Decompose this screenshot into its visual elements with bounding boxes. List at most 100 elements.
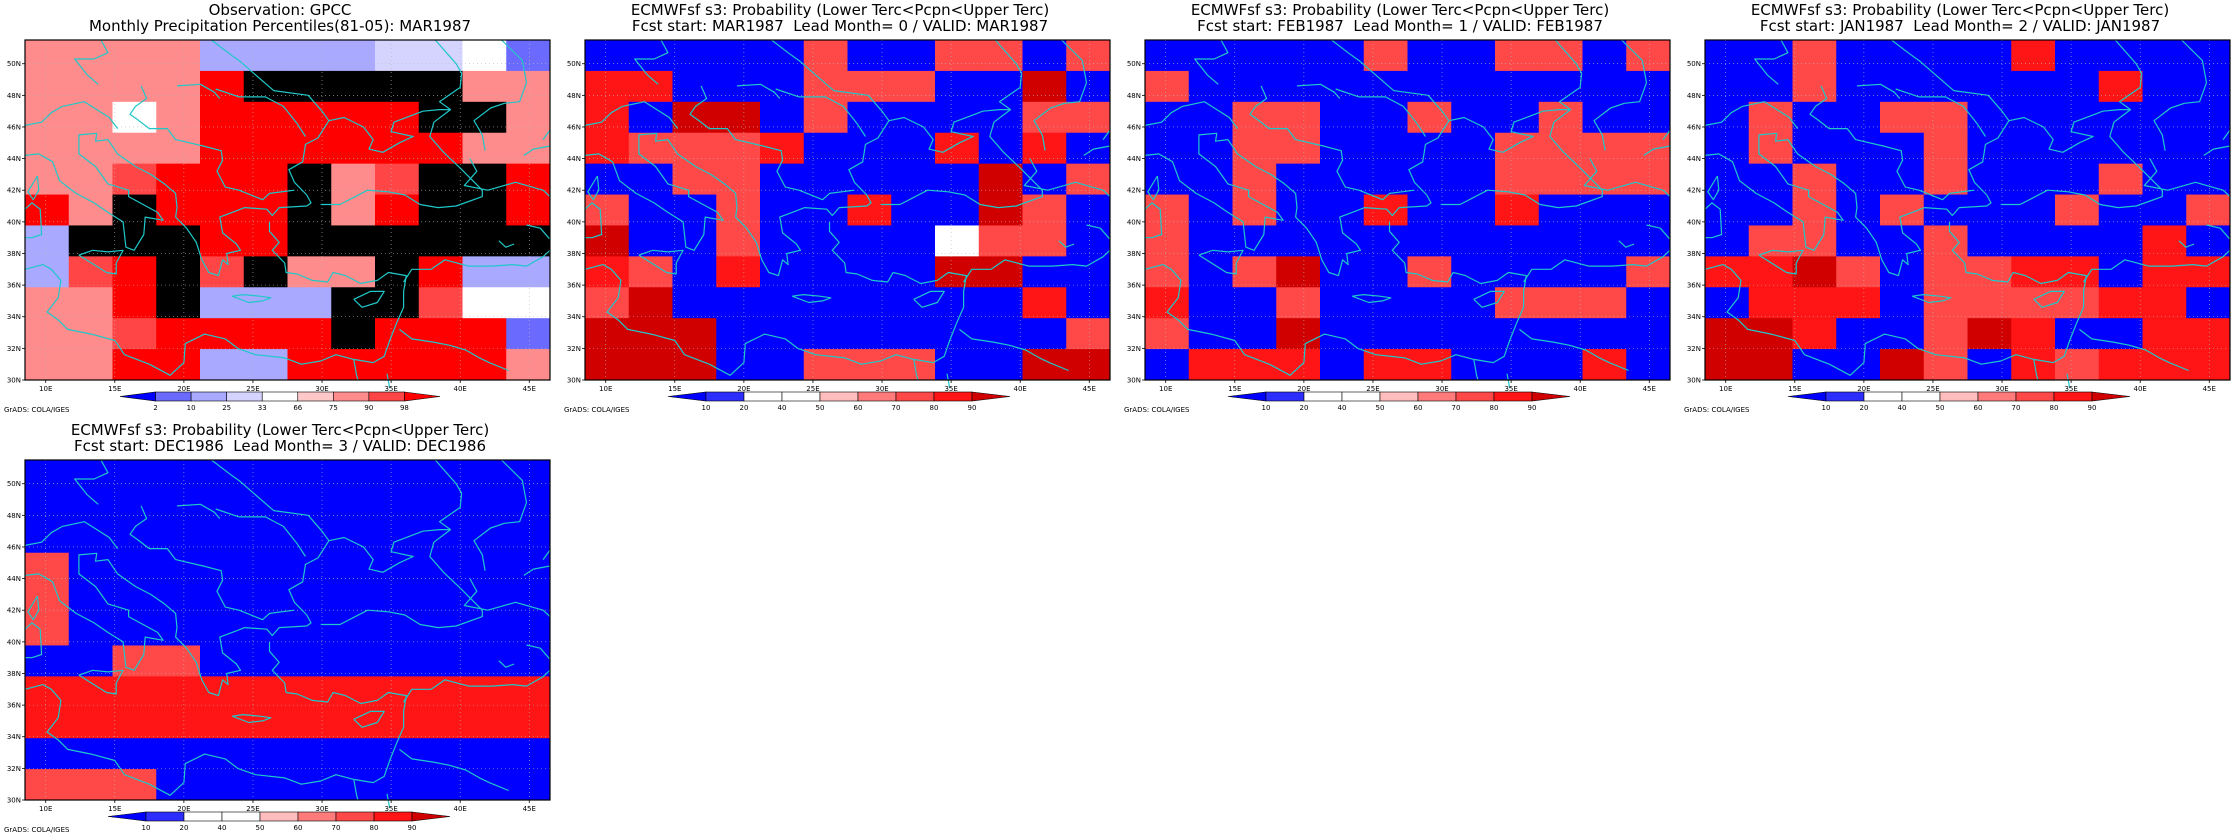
grid-cell — [1276, 256, 1321, 288]
coastline — [959, 328, 1069, 372]
grid-cell — [1407, 101, 1452, 134]
coastline — [463, 578, 551, 618]
lon-tick-label: 35E — [384, 385, 397, 393]
lat-tick-label: 30N — [1687, 377, 1701, 385]
grid-cell — [1967, 287, 2012, 319]
coastline — [211, 39, 330, 122]
grid-cell — [156, 738, 201, 770]
grid-cell — [1320, 318, 1365, 350]
grid-cell — [1880, 40, 1925, 72]
grid-cell — [1276, 225, 1321, 257]
grid-cell — [375, 225, 420, 257]
grid-cell — [506, 614, 551, 646]
coastline — [498, 240, 515, 248]
grid-cell — [1748, 101, 1793, 134]
coastline — [1643, 145, 1671, 156]
color-bar-segment — [183, 811, 223, 822]
grid-cell — [418, 287, 463, 319]
grid-cell — [716, 132, 761, 165]
color-bar-label: 80 — [370, 824, 379, 832]
grid-cell — [2142, 40, 2187, 72]
coastline — [2178, 240, 2195, 248]
coastline — [353, 290, 385, 308]
coastline — [1891, 39, 2010, 122]
grid-cell — [1626, 287, 1671, 319]
coastline — [2153, 39, 2208, 151]
grid-cell — [585, 194, 630, 226]
grid-cell — [68, 349, 113, 381]
grid-cell — [68, 460, 113, 492]
grid-cell — [1066, 256, 1111, 288]
color-bar-segment — [933, 391, 973, 402]
grid-cell — [2098, 70, 2143, 103]
color-bar-label: 50 — [816, 404, 825, 412]
coastline — [386, 373, 391, 389]
color-bar-label: 75 — [329, 404, 338, 412]
grid-cell — [1188, 101, 1233, 134]
coastline — [584, 221, 967, 376]
grid-cell — [243, 256, 288, 288]
grid-cell — [672, 132, 717, 165]
grid-cell — [243, 769, 288, 801]
grid-cell — [243, 318, 288, 350]
coastline — [498, 660, 515, 668]
panel-forecast-lead-1: ECMWFsf s3: Probability (Lower Terc<Pcpn… — [1120, 0, 1680, 420]
grid-cell — [935, 163, 980, 195]
precip-map: 10E 15E 20E 25E 30E 35E 40E 45E 30N 32N 34N 36N 38N 4… — [567, 39, 1111, 412]
grid-cell — [2055, 287, 2100, 319]
grid-cell — [935, 70, 980, 103]
grid-cell — [156, 676, 201, 708]
grid-cell — [418, 583, 463, 615]
coastline — [913, 290, 945, 308]
grid-cell — [1145, 40, 1190, 72]
grid-cell — [287, 132, 332, 165]
grid-cell — [2186, 287, 2231, 319]
precip-map: 10E 15E 20E 25E 30E 35E 40E 45E 30N 32N 34N 36N 38N 4… — [7, 459, 551, 832]
grid-cell — [1923, 132, 1968, 165]
coastline — [2143, 158, 2231, 198]
grid-cell — [68, 70, 113, 103]
lat-tick-label: 40N — [7, 218, 21, 226]
lon-tick-label: 30E — [315, 385, 328, 393]
grid-cell — [1836, 287, 1881, 319]
grid-cell — [1188, 70, 1233, 103]
lat-tick-label: 36N — [7, 282, 21, 290]
color-bar-label: 90 — [968, 404, 977, 412]
grid-cell — [331, 256, 376, 288]
lat-tick-label: 42N — [7, 187, 21, 195]
grid-cell — [1363, 318, 1408, 350]
grid-cell — [418, 676, 463, 708]
grid-cell — [68, 583, 113, 615]
grid-cell — [847, 101, 892, 134]
color-bar-label: 60 — [854, 404, 863, 412]
precip-map: 10E 15E 20E 25E 30E 35E 40E 45E 30N 32N 34N 36N 38N 4… — [1127, 39, 1671, 412]
color-bar-arrow-high — [971, 391, 1011, 402]
coastline — [62, 521, 119, 549]
grid-cell — [375, 583, 420, 615]
grid-cell — [1276, 318, 1321, 350]
lon-tick-label: 30E — [1435, 385, 1448, 393]
coastline — [1473, 359, 1479, 381]
grid-cell — [156, 521, 201, 554]
coastline — [1704, 221, 2087, 376]
coastline — [1144, 202, 1163, 239]
grid-cell — [1923, 318, 1968, 350]
color-bar-label: 90 — [1528, 404, 1537, 412]
grid-cell — [628, 349, 673, 381]
grid-cell — [1407, 225, 1452, 257]
grid-cell — [506, 256, 551, 288]
grid-cell — [1705, 256, 1750, 288]
grid-cell — [2055, 40, 2100, 72]
panel-title: ECMWFsf s3: Probability (Lower Terc<Pcpn… — [1750, 1, 2170, 19]
coastline — [771, 39, 890, 122]
grid-cell — [1320, 40, 1365, 72]
grid-cell — [2011, 40, 2056, 72]
color-bar-segment — [857, 391, 897, 402]
lon-tick-label: 30E — [315, 805, 328, 813]
grid-cell — [1145, 132, 1190, 165]
lat-tick-label: 40N — [1687, 218, 1701, 226]
grid-cell — [156, 70, 201, 103]
grid-cell — [891, 349, 936, 381]
grid-cell — [462, 194, 507, 226]
grid-cell — [2098, 318, 2143, 350]
